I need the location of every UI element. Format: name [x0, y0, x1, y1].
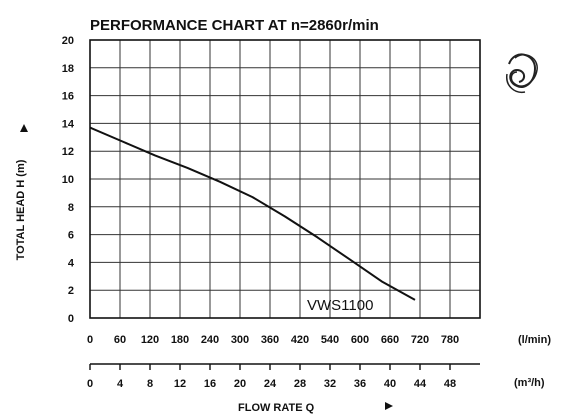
x-tick-label-m3h: 40: [384, 378, 396, 390]
x-tick-label-m3h: 36: [354, 378, 366, 390]
x-tick-label-lmin: 240: [201, 334, 219, 346]
x-tick-label-m3h: 28: [294, 378, 306, 390]
y-tick-label: 10: [62, 174, 74, 186]
x-tick-label-lmin: 180: [171, 334, 189, 346]
x-tick-label-lmin: 420: [291, 334, 309, 346]
x-tick-label-lmin: 300: [231, 334, 249, 346]
chart-title: PERFORMANCE CHART AT n=2860r/min: [90, 17, 379, 34]
x-tick-label-lmin: 0: [87, 334, 93, 346]
y-tick-labels: 0 2 4 6 8 10 12 14 16 18 20: [62, 35, 75, 325]
y-tick-label: 6: [68, 230, 74, 242]
x-tick-label-m3h: 48: [444, 378, 456, 390]
x-tick-label-m3h: 32: [324, 378, 336, 390]
x-axis-label: FLOW RATE Q: [238, 402, 315, 414]
x-tick-label-m3h: 44: [414, 378, 427, 390]
plot-frame: [89, 39, 481, 319]
x-tick-label-m3h: 16: [204, 378, 216, 390]
y-tick-label: 14: [62, 118, 75, 130]
y-tick-label: 16: [62, 91, 74, 103]
grid: [90, 40, 480, 318]
x-tick-label-lmin: 780: [441, 334, 459, 346]
x-tick-label-lmin: 540: [321, 334, 339, 346]
y-axis-label: TOTAL HEAD H (m): [15, 159, 27, 260]
y-tick-label: 4: [68, 257, 75, 269]
x-tick-label-m3h: 20: [234, 378, 246, 390]
x-tick-label-lmin: 120: [141, 334, 159, 346]
y-axis-arrow-icon: [20, 124, 28, 132]
y-tick-label: 20: [62, 35, 74, 47]
x-tick-label-lmin: 360: [261, 334, 279, 346]
x-axis-arrow-icon: [385, 402, 393, 410]
x-tick-label-lmin: 720: [411, 334, 429, 346]
x-tick-label-m3h: 12: [174, 378, 186, 390]
swirl-logo-icon: [506, 53, 538, 94]
x-tick-label-m3h: 8: [147, 378, 153, 390]
y-tick-label: 0: [68, 313, 74, 325]
series-layer: VWS1100: [89, 126, 416, 314]
y-tick-label: 8: [68, 202, 74, 214]
x-tick-label-m3h: 0: [87, 378, 93, 390]
x-tick-label-lmin: 600: [351, 334, 369, 346]
x-tick-label-m3h: 4: [117, 378, 124, 390]
series-label: VWS1100: [307, 297, 373, 314]
x-unit-lmin: (l/min): [518, 334, 551, 346]
x-tick-label-lmin: 60: [114, 334, 126, 346]
y-tick-label: 18: [62, 63, 74, 75]
x-tick-labels-m3h: 0 4 8 12 16 20 24 28 32 36 40 44 48: [87, 364, 456, 390]
x-tick-label-lmin: 660: [381, 334, 399, 346]
x-unit-m3h: (m³/h): [514, 377, 545, 389]
series-line-vws1100: [89, 126, 416, 301]
x-tick-labels-lmin: 0 60 120 180 240 300 360 420 540 600 660 720 780: [87, 334, 459, 346]
y-tick-label: 2: [68, 285, 74, 297]
x-tick-label-m3h: 24: [264, 378, 277, 390]
y-tick-label: 12: [62, 146, 74, 158]
